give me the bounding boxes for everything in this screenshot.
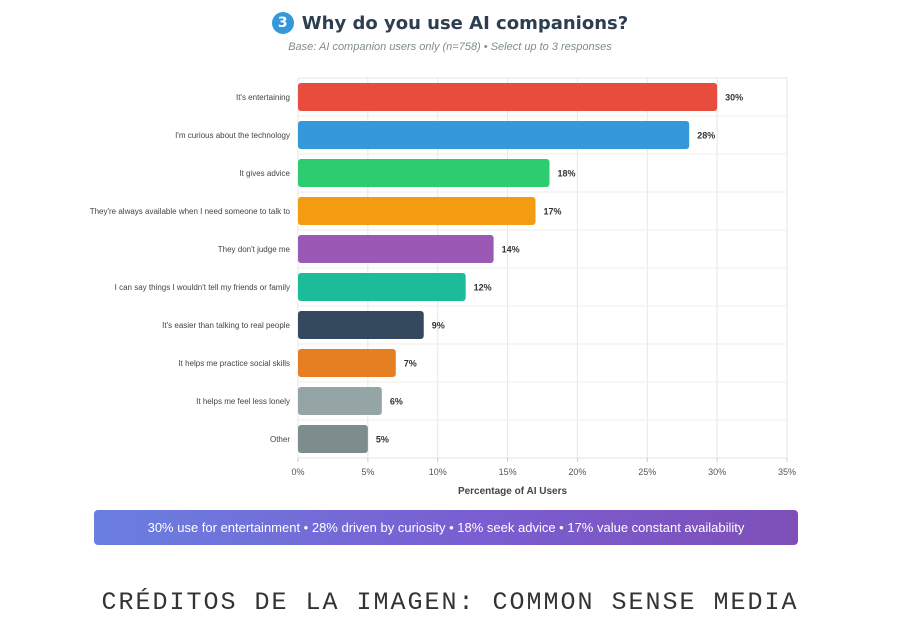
bar — [298, 273, 466, 301]
x-tick-label: 10% — [429, 467, 447, 477]
bar-chart: 0% 5% 10% 15% 20% 25% 30% 35% It's entertaining 3… — [90, 77, 796, 497]
data-label: 9% — [432, 321, 445, 331]
x-tick-label: 5% — [361, 467, 374, 477]
bar — [298, 311, 424, 339]
category-label: They don't judge me — [218, 245, 291, 254]
category-label: I'm curious about the technology — [175, 131, 290, 140]
category-label: It's entertaining — [236, 93, 290, 102]
category-label: It helps me feel less lonely — [196, 397, 290, 406]
x-tick-label: 15% — [499, 467, 517, 477]
data-label: 14% — [502, 245, 520, 255]
bar — [298, 349, 396, 377]
category-label: They're always available when I need som… — [90, 207, 291, 216]
data-label: 18% — [557, 169, 575, 179]
data-label: 7% — [404, 359, 417, 369]
data-label: 30% — [725, 93, 743, 103]
summary-text: 30% use for entertainment • 28% driven b… — [147, 520, 745, 535]
data-label: 12% — [474, 283, 492, 293]
summary-banner: 30% use for entertainment • 28% driven b… — [94, 510, 798, 545]
x-tick-label: 20% — [568, 467, 586, 477]
category-label: Other — [270, 435, 290, 444]
data-label: 5% — [376, 435, 389, 445]
category-label: It helps me practice social skills — [178, 359, 290, 368]
chart-title: Why do you use AI companions? — [301, 12, 629, 34]
bar — [298, 425, 368, 453]
x-tick-label: 35% — [778, 467, 796, 477]
number-badge: 3 — [271, 12, 294, 34]
bar — [298, 197, 536, 225]
category-label: I can say things I wouldn't tell my frie… — [115, 283, 290, 292]
x-tick-label: 0% — [291, 467, 304, 477]
chart-subtitle: Base: AI companion users only (n=758) • … — [288, 41, 612, 53]
chart-header: 3 Why do you use AI companions? — [0, 12, 900, 34]
category-label: It gives advice — [239, 169, 290, 178]
x-axis-label: Percentage of AI Users — [458, 486, 568, 497]
data-label: 17% — [544, 207, 562, 217]
category-label: It's easier than talking to real people — [162, 321, 290, 330]
bar — [298, 387, 382, 415]
bar — [298, 159, 550, 187]
x-tick-label: 30% — [708, 467, 726, 477]
bar — [298, 83, 718, 111]
bar — [298, 235, 494, 263]
data-label: 6% — [390, 397, 403, 407]
image-credits: CRÉDITOS DE LA IMAGEN: COMMON SENSE MEDI… — [101, 588, 799, 617]
bar — [298, 121, 690, 149]
data-label: 28% — [697, 131, 715, 141]
x-tick-label: 25% — [638, 467, 656, 477]
